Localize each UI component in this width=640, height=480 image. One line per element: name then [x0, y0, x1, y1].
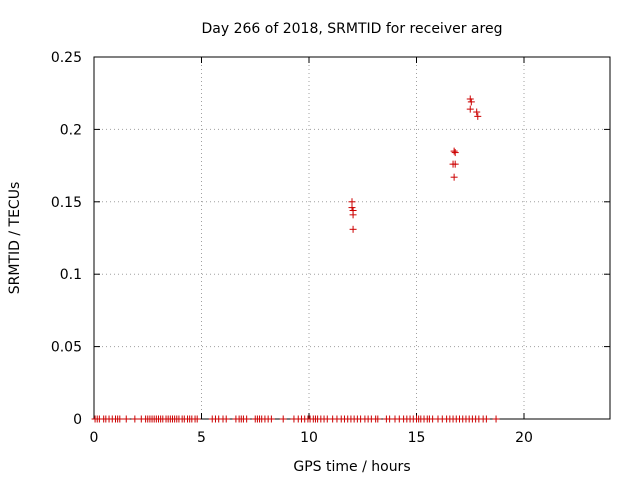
- data-point: [450, 147, 458, 155]
- y-tick-label: 0.15: [51, 195, 82, 211]
- y-tick-label: 0.1: [60, 267, 82, 283]
- data-point: [267, 415, 275, 423]
- data-point: [474, 112, 482, 120]
- plot-frame: [93, 56, 611, 420]
- x-tick-label: 10: [300, 430, 318, 446]
- axis-ticks: 0 0.05 0.1 0.15 0.2 0.25 0 5 10 15 20: [51, 50, 610, 446]
- data-point: [131, 415, 139, 423]
- data-point: [349, 225, 357, 233]
- data-point: [193, 415, 201, 423]
- data-point: [116, 415, 124, 423]
- data-point: [374, 415, 382, 423]
- y-tick-label: 0: [73, 412, 82, 428]
- data-point: [122, 415, 130, 423]
- data-point: [451, 149, 459, 157]
- data-point: [482, 415, 490, 423]
- data-point: [348, 204, 356, 212]
- chart-title: Day 266 of 2018, SRMTID for receiver are…: [202, 21, 503, 37]
- data-point: [466, 95, 474, 103]
- data-point: [466, 105, 474, 113]
- data-point: [473, 108, 481, 116]
- data-point: [467, 98, 475, 106]
- data-point: [349, 211, 357, 219]
- data-point: [492, 415, 500, 423]
- x-tick-label: 20: [515, 430, 533, 446]
- x-tick-label: 5: [197, 430, 206, 446]
- grid-lines: [94, 57, 610, 419]
- data-point: [243, 415, 251, 423]
- y-tick-label: 0.2: [60, 122, 82, 138]
- data-points: [91, 95, 500, 423]
- y-tick-label: 0.05: [51, 340, 82, 356]
- x-tick-label: 0: [90, 430, 99, 446]
- data-point: [450, 173, 458, 181]
- data-point: [279, 415, 287, 423]
- y-tick-label: 0.25: [51, 50, 82, 66]
- x-axis-label: GPS time / hours: [293, 459, 410, 475]
- data-point: [222, 415, 230, 423]
- y-axis-label: SRMTID / TECUs: [7, 182, 23, 295]
- x-tick-label: 15: [408, 430, 426, 446]
- data-point: [451, 160, 459, 168]
